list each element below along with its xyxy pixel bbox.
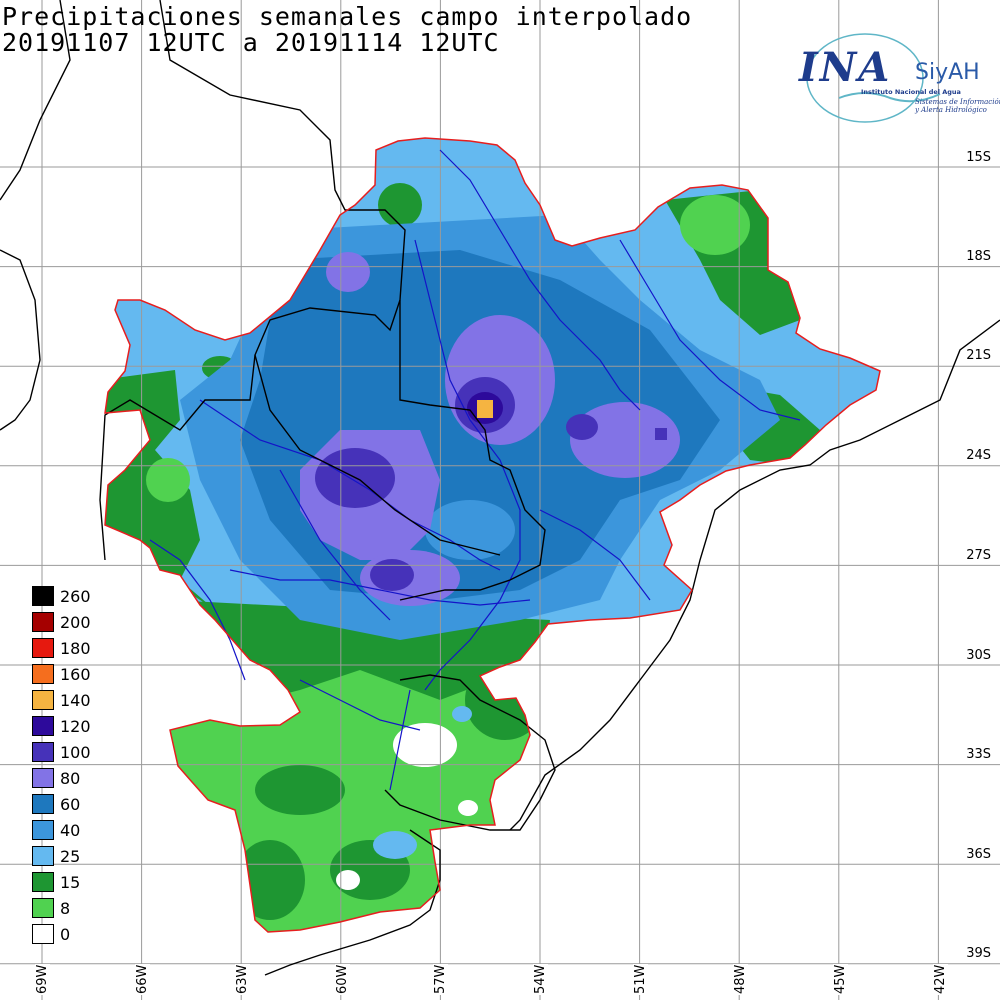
lon-label: 63W [235,963,250,995]
legend-entry: 25 [32,844,112,868]
logo-ina-text: INA [799,44,892,91]
country-borders [0,0,1000,976]
map-date-range: 20191107 12UTC a 20191114 12UTC [2,28,500,57]
field-25mm-south-spot2 [452,706,472,722]
legend-label: 200 [60,613,91,632]
legend-swatch [32,716,54,736]
legend-swatch [32,586,54,606]
field-140mm-max [477,400,493,418]
legend-entry: 8 [32,896,112,920]
legend-entry: 15 [32,870,112,894]
rivers [149,149,801,791]
lat-label: 33S [965,747,992,762]
legend-entry: 260 [32,584,112,608]
legend-entry: 40 [32,818,112,842]
lat-label: 21S [965,348,992,363]
lat-label: 30S [965,648,992,663]
lon-label: 42W [933,963,948,995]
field-80mm-nw-spot [326,252,370,292]
legend-label: 140 [60,691,91,710]
legend-entry: 100 [32,740,112,764]
legend-label: 40 [60,821,81,840]
field-25mm-south-spot [373,831,417,859]
legend-entry: 120 [32,714,112,738]
legend-label: 0 [60,925,71,944]
logo-org-text: Instituto Nacional del Agua [861,88,961,96]
field-100mm-east [566,414,598,440]
map-title: Precipitaciones semanales campo interpol… [2,2,693,31]
field-80mm-east-core [570,402,680,478]
legend-swatch [32,638,54,658]
lon-label: 45W [833,963,848,995]
legend-label: 25 [60,847,81,866]
logo-tagline-1: Sistemas de Información [915,98,1000,106]
logo-ring-icon [806,33,924,123]
legend-entry: 140 [32,688,112,712]
legend-entry: 60 [32,792,112,816]
legend-swatch [32,768,54,788]
lon-label: 69W [35,963,50,995]
legend-swatch [32,664,54,684]
legend-label: 8 [60,899,71,918]
lat-label: 36S [965,847,992,862]
lat-label: 18S [965,249,992,264]
legend-entry: 0 [32,922,112,946]
legend-label: 15 [60,873,81,892]
legend-label: 100 [60,743,91,762]
ina-siyah-logo: INA SiyAH Instituto Nacional del Agua Si… [795,30,1000,130]
lon-label: 60W [335,963,350,995]
legend-label: 60 [60,795,81,814]
legend-label: 260 [60,587,91,606]
legend-swatch [32,612,54,632]
basin-outline [104,137,881,933]
legend-swatch [32,898,54,918]
logo-wave-icon [838,92,941,103]
logo-tagline-2: y Alerta Hidrológico [915,106,987,114]
logo-siyah-text: SiyAH [915,60,980,85]
lat-label: 24S [965,448,992,463]
legend-swatch [32,690,54,710]
legend-label: 120 [60,717,91,736]
legend-entry: 160 [32,662,112,686]
field-15mm-north [378,183,422,227]
legend-entry: 80 [32,766,112,790]
legend-swatch [32,794,54,814]
legend-label: 160 [60,665,91,684]
lat-label: 27S [965,548,992,563]
field-8mm-ne [680,195,750,255]
legend-swatch [32,846,54,866]
field-8mm-south [160,630,560,932]
lon-label: 66W [135,963,150,995]
field-8mm-west [146,458,190,502]
lon-label: 54W [533,963,548,995]
legend-entry: 180 [32,636,112,660]
lat-label: 15S [965,150,992,165]
lon-label: 57W [433,963,448,995]
lat-label: 39S [965,946,992,961]
legend-label: 180 [60,639,91,658]
field-80mm-east-spot [655,428,667,440]
legend-entry: 200 [32,610,112,634]
legend-swatch [32,924,54,944]
field-15mm-south-mid [255,765,345,815]
legend-swatch [32,742,54,762]
field-15mm-south-east [465,660,545,740]
legend-swatch [32,872,54,892]
field-0mm-south-2 [336,870,360,890]
field-0mm-south-3 [458,800,478,816]
field-40mm-inner [425,500,515,560]
legend-swatch [32,820,54,840]
lon-label: 51W [633,963,648,995]
field-0mm-south-1 [393,723,457,767]
lon-label: 48W [733,963,748,995]
field-100mm-south [370,559,414,591]
legend-label: 80 [60,769,81,788]
